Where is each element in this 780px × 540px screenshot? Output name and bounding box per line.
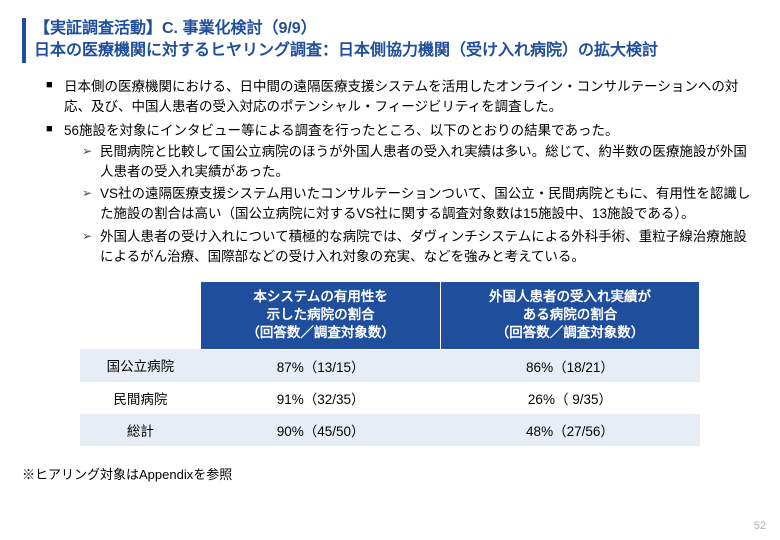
cell: 26%（ 9/35） xyxy=(440,382,699,414)
cell: 91%（32/35） xyxy=(201,382,441,414)
sub-bullet-c: 外国人患者の受け入れについて積極的な病院では、ダヴィンチシステムによる外科手術、… xyxy=(82,227,758,268)
th-col1: 本システムの有用性を 示した病院の割合 （回答数／調査対象数） xyxy=(201,282,441,350)
title-line1: 【実証調査活動】C. 事業化検討（9/9） xyxy=(34,18,758,40)
page-number: 52 xyxy=(754,520,766,532)
table-row: 総計 90%（45/50） 48%（27/56） xyxy=(80,414,700,446)
bullet-2: 56施設を対象にインタビュー等による調査を行ったところ、以下のとおりの結果であっ… xyxy=(46,121,758,267)
sub-bullet-list: 民間病院と比較して国公立病院のほうが外国人患者の受入れ実績は多い。総じて、約半数… xyxy=(82,142,758,268)
bullet-1: 日本側の医療機関における、日中間の遠隔医療支援システムを活用したオンライン・コン… xyxy=(46,77,758,118)
title-line2: 日本の医療機関に対するヒヤリング調査：日本側協力機関（受け入れ病院）の拡大検討 xyxy=(34,40,758,62)
table-row: 民間病院 91%（32/35） 26%（ 9/35） xyxy=(80,382,700,414)
cell: 86%（18/21） xyxy=(440,349,699,382)
th-col2: 外国人患者の受入れ実績が ある病院の割合 （回答数／調査対象数） xyxy=(440,282,699,350)
cell: 90%（45/50） xyxy=(201,414,441,446)
th-blank xyxy=(80,282,201,350)
title-block: 【実証調査活動】C. 事業化検討（9/9） 日本の医療機関に対するヒヤリング調査… xyxy=(22,18,758,63)
sub-bullet-b: VS社の遠隔医療支援システム用いたコンサルテーションついて、国公立・民間病院とも… xyxy=(82,184,758,225)
footnote: ※ヒアリング対象はAppendixを参照 xyxy=(22,464,758,483)
bullet-list: 日本側の医療機関における、日中間の遠隔医療支援システムを活用したオンライン・コン… xyxy=(46,77,758,267)
sub-bullet-a: 民間病院と比較して国公立病院のほうが外国人患者の受入れ実績は多い。総じて、約半数… xyxy=(82,142,758,183)
row-label: 民間病院 xyxy=(80,382,201,414)
table-row: 国公立病院 87%（13/15） 86%（18/21） xyxy=(80,349,700,382)
cell: 48%（27/56） xyxy=(440,414,699,446)
row-label: 総計 xyxy=(80,414,201,446)
cell: 87%（13/15） xyxy=(201,349,441,382)
row-label: 国公立病院 xyxy=(80,349,201,382)
results-table: 本システムの有用性を 示した病院の割合 （回答数／調査対象数） 外国人患者の受入… xyxy=(80,281,700,446)
bullet-2-text: 56施設を対象にインタビュー等による調査を行ったところ、以下のとおりの結果であっ… xyxy=(64,123,618,138)
